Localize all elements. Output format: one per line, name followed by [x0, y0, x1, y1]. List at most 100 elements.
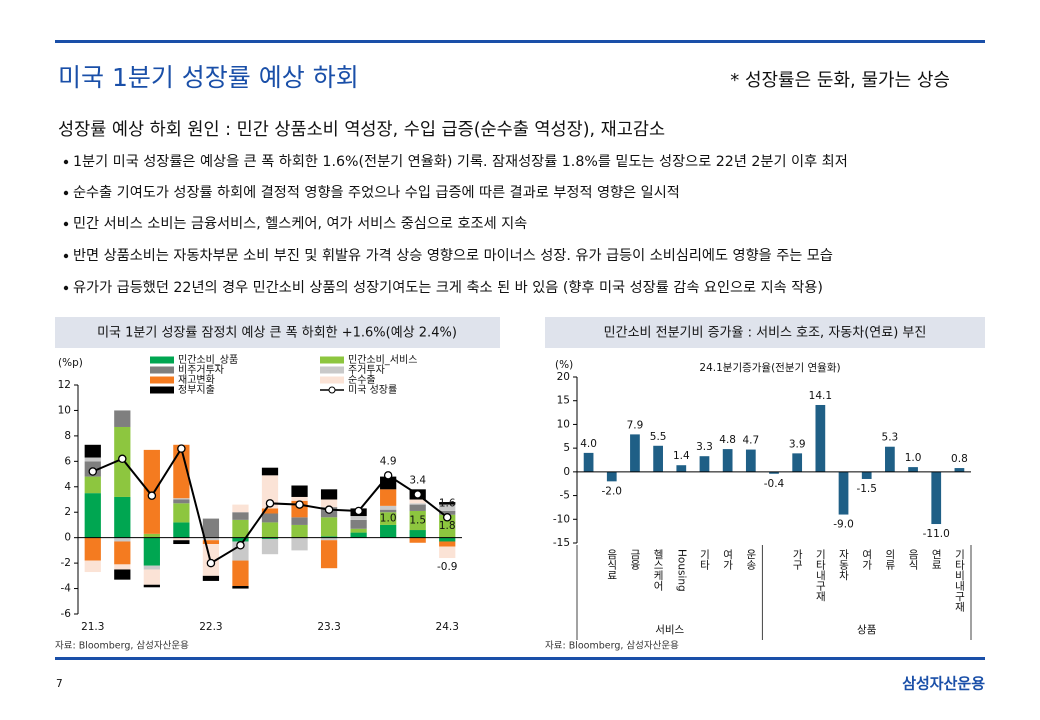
bar-segment	[409, 503, 426, 505]
slide-title: 미국 1분기 성장률 예상 하회	[58, 63, 359, 92]
bar-segment	[439, 504, 456, 511]
line-marker	[442, 513, 452, 522]
legend-label: 재고변화	[178, 374, 215, 386]
x-tick-label: 자동차	[838, 549, 850, 581]
bar-segment	[143, 537, 160, 566]
data-label: 4.7	[742, 435, 759, 447]
bar-segment	[143, 565, 160, 570]
bar-segment	[114, 541, 131, 565]
x-tick-label: 24.3	[436, 621, 459, 633]
bar-segment	[380, 512, 397, 525]
y-tick-label: 10	[58, 404, 71, 416]
line-marker	[236, 541, 245, 550]
legend-label: 비주거투자	[178, 364, 224, 376]
bar-segment	[173, 503, 190, 523]
data-label: 4.0	[580, 438, 597, 450]
subtitle: 성장률 예상 하회 원인 : 민간 상품소비 역성장, 수입 급증(순수출 역성…	[58, 120, 665, 140]
y-tick-label: 20	[557, 371, 570, 383]
legend-label: 순수출	[348, 374, 376, 386]
bar-segment	[173, 444, 190, 499]
bar	[653, 445, 663, 472]
bullet: 민간 서비스 소비는 금융서비스, 헬스케어, 여가 서비스 중심으로 호조세 …	[73, 216, 527, 232]
line-marker	[324, 505, 334, 514]
legend-swatch	[150, 376, 174, 384]
line-marker	[295, 500, 304, 509]
bar-segment	[261, 513, 279, 523]
y-tick-label: -15	[553, 537, 570, 549]
bar-segment	[409, 504, 426, 511]
bullet: 1분기 미국 성장률은 예상을 큰 폭 하회한 1.6%(전분기 연율화) 기록…	[73, 154, 848, 170]
y-tick-label: -10	[553, 513, 570, 525]
group-label: 서비스	[655, 624, 684, 636]
bar-segment	[409, 530, 426, 538]
bar-segment	[350, 528, 367, 533]
data-label: 0.8	[951, 453, 968, 465]
bar-segment	[143, 533, 160, 538]
source: 자료: Bloomberg, 삼성자산운용	[55, 641, 189, 652]
bar-segment	[173, 537, 190, 541]
chart-title: 민간소비 전분기비 증가율 : 서비스 호조, 자동차(연료) 부진	[604, 326, 927, 341]
data-label: -0.4	[764, 478, 785, 490]
legend-label: 미국 성장률	[348, 384, 397, 396]
y-tick-label: -4	[61, 583, 72, 595]
bar-segment	[320, 536, 338, 538]
bar-segment	[232, 560, 249, 587]
bar-segment	[202, 518, 220, 538]
data-label: 4.8	[719, 434, 736, 446]
x-tick-label: 기타내구재	[814, 549, 826, 602]
bar-segment	[380, 505, 397, 510]
bar	[931, 471, 942, 525]
bar	[861, 471, 872, 479]
bar-segment	[320, 517, 338, 537]
bar-segment	[232, 512, 249, 520]
bar-segment	[114, 496, 131, 538]
chart-header-box	[545, 317, 985, 348]
bar-segment	[380, 524, 397, 538]
data-label: -1.5	[856, 483, 877, 495]
bar-segment	[232, 537, 249, 542]
bar-segment	[291, 517, 308, 525]
bar-segment	[409, 510, 426, 531]
y-tick-label: -5	[560, 490, 570, 502]
bar-segment	[291, 524, 308, 538]
bar-segment	[261, 508, 279, 514]
line-marker	[413, 490, 422, 499]
bar-segment	[320, 537, 338, 541]
x-tick-label: 헬스케어	[652, 549, 664, 592]
legend-swatch	[150, 386, 174, 394]
data-label: 1.0	[905, 452, 922, 464]
legend-swatch	[320, 366, 344, 374]
bar	[769, 471, 779, 474]
data-label: -11.0	[923, 528, 950, 540]
y-tick-label: 12	[58, 379, 71, 391]
line-marker	[88, 467, 98, 476]
source: 자료: Bloomberg, 삼성자산운용	[545, 641, 679, 652]
x-tick-label: 운송	[745, 549, 757, 570]
data-label: 1.0	[380, 513, 397, 525]
legend-label: 민간소비_상품	[178, 354, 238, 366]
x-tick-label: 21.3	[81, 621, 104, 633]
bar-segment	[232, 519, 249, 538]
bar-segment	[114, 569, 131, 580]
bar-segment	[202, 540, 220, 545]
bullet-dot	[63, 190, 69, 196]
bar-segment	[232, 504, 249, 513]
bar-segment	[84, 457, 101, 462]
bar	[815, 404, 826, 472]
bar-segment	[409, 499, 426, 504]
x-tick-label: 여가	[722, 549, 734, 571]
bar	[699, 456, 710, 472]
line-marker	[383, 471, 393, 480]
bar-segment	[291, 537, 308, 551]
bar-segment	[320, 499, 338, 508]
y-tick-label: 8	[64, 430, 71, 442]
bar-segment	[350, 516, 367, 520]
bar-segment	[261, 537, 279, 539]
bar	[606, 471, 617, 482]
bar-segment	[261, 475, 279, 509]
chart-subtitle: 24.1분기증가율(전분기 연율화)	[699, 362, 840, 374]
data-label: 7.9	[627, 419, 644, 431]
data-label: 3.3	[696, 441, 713, 453]
data-label: 14.1	[809, 390, 832, 402]
